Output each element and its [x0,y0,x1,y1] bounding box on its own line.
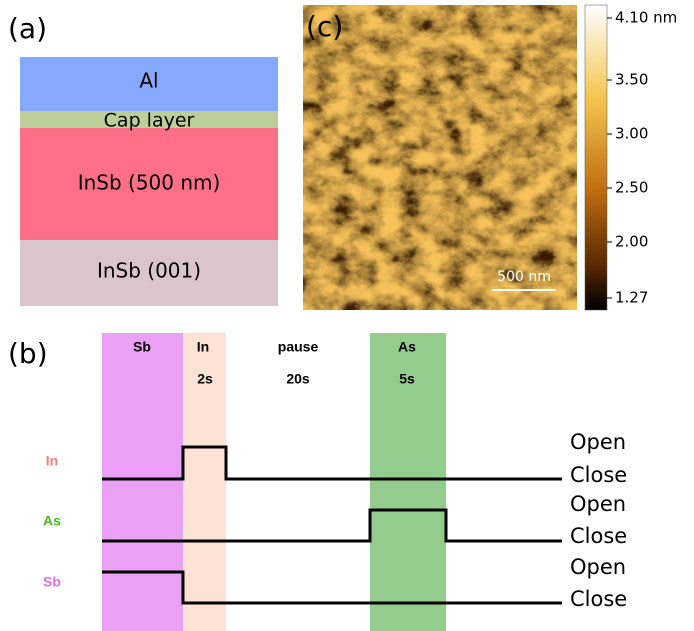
open-label: Open [570,430,626,454]
sb-trace [102,570,562,605]
open-label: Open [570,555,626,579]
in-window [183,333,226,631]
colorbar [584,4,608,311]
panel-label: (c) [306,10,343,43]
column-duration: 20s [286,371,310,387]
column-label: Sb [133,339,151,355]
layer-cap [20,111,278,128]
column-label: In [197,339,209,355]
layer-label: Al [139,69,158,93]
colorbar-label: 2.50 [615,179,648,197]
colorbar-label: 2.00 [615,233,648,251]
layer-al [20,57,278,111]
colorbar-label: 4.10 nm [615,9,677,27]
layer-label: InSb (001) [97,259,201,283]
layer-substrate [20,240,278,306]
column-duration: 5s [399,371,415,387]
as-trace [102,508,562,543]
column-label: pause [278,339,319,355]
afm-image [303,5,577,310]
close-label: Close [570,524,627,548]
sb-window [102,333,183,631]
signal-label: In [46,453,58,469]
layer-label: InSb (500 nm) [78,171,221,195]
close-label: Close [570,463,627,487]
scale-bar-label: 500 nm [497,269,551,285]
panel-label: (b) [8,337,48,370]
signal-label: Sb [43,574,61,590]
panel-label: (a) [8,12,47,45]
column-duration: 2s [197,371,213,387]
close-label: Close [570,587,627,611]
as-window [370,333,446,631]
layer-label: Cap layer [104,110,195,132]
colorbar-label: 3.50 [615,71,648,89]
colorbar-label: 3.00 [615,125,648,143]
column-label: As [398,339,416,355]
in-trace [102,445,562,481]
signal-label: As [43,513,61,529]
layer-insb [20,128,278,240]
colorbar-label: 1.27 [615,289,648,307]
open-label: Open [570,492,626,516]
